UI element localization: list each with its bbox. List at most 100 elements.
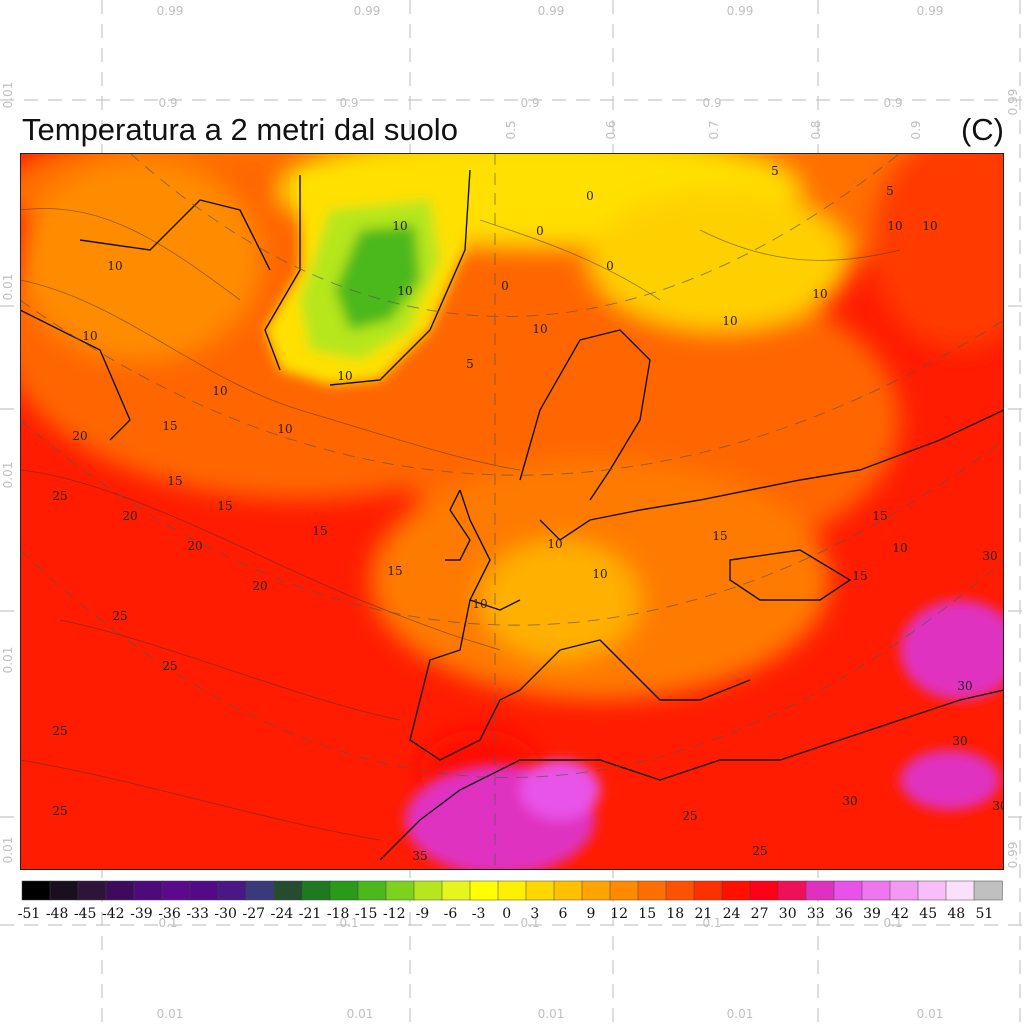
colorbar-tick-label: 33 xyxy=(807,906,825,922)
grid-value-label: 0.9 xyxy=(702,96,721,110)
colorbar-tick-label: 27 xyxy=(751,906,769,922)
colorbar-tick-label: 15 xyxy=(638,906,656,922)
colorbar-tick-label: 9 xyxy=(587,906,596,922)
colorbar-tick-label: -42 xyxy=(102,906,125,922)
contour-label: 25 xyxy=(112,609,127,623)
colorbar-swatch xyxy=(469,880,499,901)
contour-label: 15 xyxy=(852,569,867,583)
grid-value-label: 0.99 xyxy=(917,4,944,18)
grid-value-label: 0.8 xyxy=(809,120,823,139)
colorbar-swatch xyxy=(441,880,471,901)
colorbar-tick-label: 51 xyxy=(975,906,993,922)
colorbar-tick-label: 42 xyxy=(891,906,909,922)
grid-value-label: 0.01 xyxy=(538,1007,565,1021)
contour-label: 30 xyxy=(992,799,1007,813)
colorbar-tick-label: -21 xyxy=(299,906,322,922)
grid-value-label: 0.01 xyxy=(1,462,15,489)
colorbar-tick-label: 36 xyxy=(835,906,853,922)
colorbar-swatch xyxy=(833,880,863,901)
grid-value-label: 0.01 xyxy=(1,82,15,109)
isotherms xyxy=(20,208,901,841)
grid-value-label: 0.01 xyxy=(1,647,15,674)
contour-label: 10 xyxy=(337,369,352,383)
contour-label: 5 xyxy=(771,164,779,178)
contour-label: 30 xyxy=(982,549,997,563)
colorbar-swatch xyxy=(189,880,219,901)
grid-value-label: 0.01 xyxy=(157,1007,184,1021)
colorbar-tick-label: -33 xyxy=(186,906,209,922)
colorbar-swatch xyxy=(497,880,527,901)
colorbar-tick-label: 18 xyxy=(666,906,684,922)
grid-value-label: 0.01 xyxy=(347,1007,374,1021)
contour-label: 10 xyxy=(212,384,227,398)
colorbar-tick-label: -27 xyxy=(243,906,266,922)
contour-label: 20 xyxy=(122,509,137,523)
colorbar-swatch xyxy=(49,880,79,901)
grid-value-label: 0.01 xyxy=(1,837,15,864)
grid-value-label: 0.6 xyxy=(604,120,618,139)
colorbar-swatch xyxy=(889,880,919,901)
grid-value-label: 0.9 xyxy=(158,96,177,110)
contour-label: 5 xyxy=(886,184,894,198)
colorbar-tick-label: 30 xyxy=(779,906,797,922)
colorbar-swatch xyxy=(77,880,107,901)
contour-label: 15 xyxy=(712,529,727,543)
contour-label: 25 xyxy=(752,844,767,858)
grid-value-label: 0.99 xyxy=(538,4,565,18)
contour-label: 15 xyxy=(162,419,177,433)
grid-value-label: 0.1 xyxy=(158,916,177,930)
contour-label: 25 xyxy=(162,659,177,673)
colorbar-swatch xyxy=(357,880,387,901)
colorbar-swatch xyxy=(105,880,135,901)
colorbar-tick-label: -6 xyxy=(444,906,458,922)
colorbar-swatch xyxy=(525,880,555,901)
unit-label: (C) xyxy=(960,112,1004,147)
colorbar-tick-label: -39 xyxy=(130,906,153,922)
colorbar-tick-label: -15 xyxy=(355,906,378,922)
grid-value-label: 0.99 xyxy=(157,4,184,18)
colorbar-swatch xyxy=(273,880,303,901)
colorbar-tick-label: 12 xyxy=(610,906,628,922)
contour-label: 10 xyxy=(82,329,97,343)
contour-label: 35 xyxy=(412,849,427,863)
contour-label: 0 xyxy=(606,259,614,273)
grid-value-label: 0.5 xyxy=(504,120,518,139)
colorbar-swatch xyxy=(133,880,163,901)
colorbar-tick-label: 6 xyxy=(558,906,567,922)
colorbar-tick-label: 39 xyxy=(863,906,881,922)
contour-label: 0 xyxy=(536,224,544,238)
colorbar-tick-label: 21 xyxy=(694,906,712,922)
grid-value-label: 0.7 xyxy=(707,120,721,139)
grid-value-label: 0.1 xyxy=(339,916,358,930)
grid-value-label: 0.9 xyxy=(883,96,902,110)
contour-label: 10 xyxy=(547,537,562,551)
contour-labels: 5 5 10 10 10 10 10 5 10 10 10 10 10 10 10 15 15 15 15 15 10 1… xyxy=(52,164,1007,863)
coastlines xyxy=(20,169,1004,861)
contour-label: 25 xyxy=(52,804,67,818)
grid-value-label: 0.01 xyxy=(917,1007,944,1021)
contour-label: 0 xyxy=(501,279,509,293)
grid-value-label: 0.99 xyxy=(1006,842,1020,869)
contour-label: 10 xyxy=(277,422,292,436)
colorbar-swatch xyxy=(21,880,51,901)
contour-label: 25 xyxy=(52,724,67,738)
map-graticule xyxy=(20,153,1004,870)
colorbar-tick-label: -24 xyxy=(271,906,294,922)
contour-label: 10 xyxy=(812,287,827,301)
contour-label: 10 xyxy=(922,219,937,233)
colorbar-tick-label: -9 xyxy=(416,906,430,922)
colorbar-swatch xyxy=(581,880,611,901)
colorbar-swatch xyxy=(245,880,275,901)
grid-value-label: 0.1 xyxy=(883,916,902,930)
contour-label: 15 xyxy=(217,499,232,513)
grid-value-label: 0.1 xyxy=(520,916,539,930)
colorbar-swatch xyxy=(973,880,1003,901)
colorbar-swatch xyxy=(665,880,695,901)
grid-value-label: 0.9 xyxy=(339,96,358,110)
colorbar-tick-label: -48 xyxy=(46,906,69,922)
colorbar-tick-label: -51 xyxy=(18,906,41,922)
contour-label: 20 xyxy=(252,579,267,593)
colorbar-tick-label: 0 xyxy=(502,906,511,922)
colorbar-swatch xyxy=(161,880,191,901)
colorbar-ticks: -51 -48 -45 -42 -39 -36 -33 -30 -27 -24 -21 -18 -15-… xyxy=(18,906,994,922)
